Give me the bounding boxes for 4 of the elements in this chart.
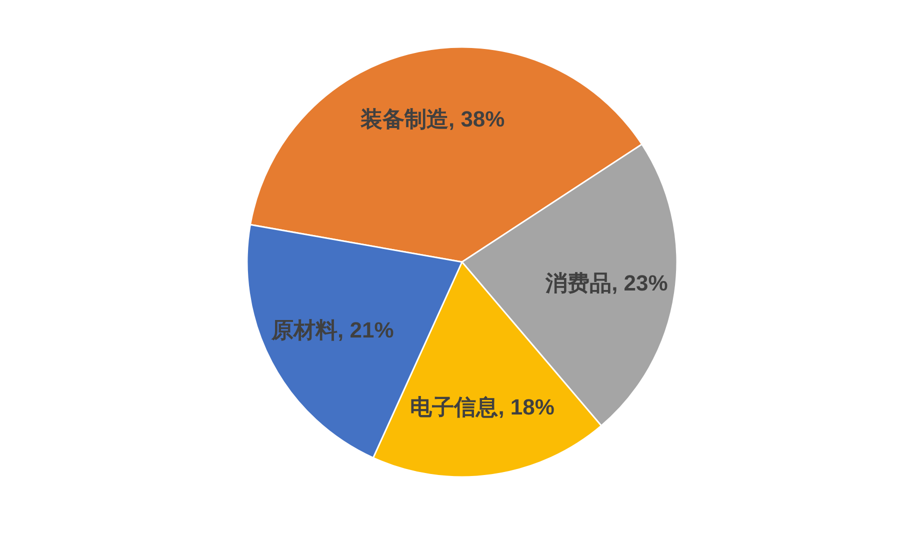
slice-label: 原材料, 21% (270, 318, 394, 343)
slice-label: 装备制造, 38% (359, 106, 505, 132)
slice-label: 电子信息, 18% (410, 394, 554, 420)
slice-label: 消费品, 23% (544, 270, 668, 296)
